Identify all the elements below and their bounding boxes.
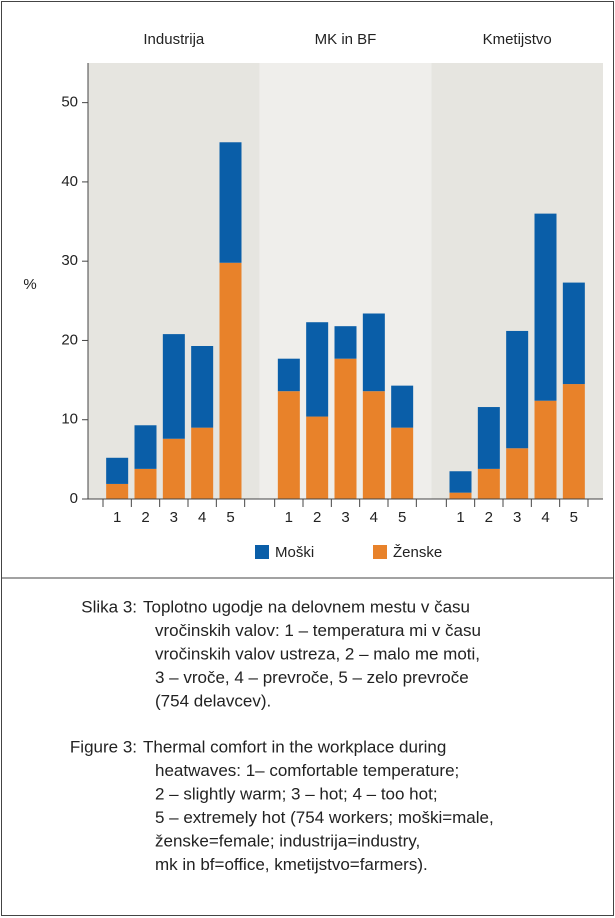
bar-segment [162,334,185,439]
legend-swatch [373,545,387,559]
bar-segment [219,142,242,263]
caption-line: vročinskih valov ustreza, 2 – malo me mo… [155,644,480,663]
x-tick-label: 5 [226,509,234,526]
bar-segment [562,384,585,499]
caption-line: mk in bf=office, kmetijstvo=farmers). [155,855,428,874]
panel-label: MK in BF [315,31,377,48]
bar-segment [362,391,385,499]
x-tick-label: 3 [513,509,521,526]
bar-segment [306,416,329,499]
x-tick-label: 5 [570,509,578,526]
caption-line: Thermal comfort in the workplace during [143,737,446,756]
x-tick-label: 3 [170,509,178,526]
y-tick-label: 50 [61,94,78,111]
bar-segment [277,391,300,499]
bar-segment [106,483,129,499]
bar-segment [477,468,500,499]
x-tick-label: 1 [285,509,293,526]
y-axis-label: % [23,276,36,293]
x-tick-label: 5 [398,509,406,526]
bar-segment [191,427,214,499]
bar-segment [449,471,472,493]
caption-line: (754 delavcev). [155,691,271,710]
bar-segment [334,358,357,499]
caption-label: Figure 3: [70,737,137,756]
y-tick-label: 40 [61,173,78,190]
x-tick-label: 4 [541,509,549,526]
caption-line: 5 – extremely hot (754 workers; moški=ma… [155,808,494,827]
caption-line: vročinskih valov: 1 – temperatura mi v č… [155,621,481,640]
bar-segment [106,457,129,484]
caption-label: Slika 3: [81,597,137,616]
y-tick-label: 10 [61,411,78,428]
bar-segment [506,330,529,449]
panel-label: Kmetijstvo [483,31,552,48]
x-tick-label: 1 [456,509,464,526]
bar-segment [562,282,585,385]
caption-line: ženske=female; industrija=industry, [155,831,420,850]
x-tick-label: 2 [141,509,149,526]
panel-label: Industrija [143,31,205,48]
y-tick-label: 30 [61,252,78,269]
bar-segment [134,468,157,499]
bar-segment [534,213,557,401]
y-tick-label: 0 [70,490,78,507]
bar-segment [477,407,500,469]
caption-line: 3 – vroče, 4 – prevroče, 5 – zelo prevro… [155,668,469,687]
x-tick-label: 2 [485,509,493,526]
x-tick-label: 1 [113,509,121,526]
bar-segment [134,425,157,469]
x-tick-label: 2 [313,509,321,526]
x-tick-label: 3 [341,509,349,526]
bar-segment [277,358,300,392]
caption-line: heatwaves: 1– comfortable temperature; [155,761,459,780]
bar-segment [306,322,329,417]
bar-segment [534,400,557,499]
bar-segment [334,326,357,359]
bar-segment [219,262,242,499]
bar-segment [449,492,472,499]
legend-label: Moški [275,544,314,561]
x-tick-label: 4 [370,509,378,526]
bar-segment [506,448,529,499]
bar-segment [162,438,185,499]
y-tick-label: 20 [61,331,78,348]
legend-label: Ženske [393,544,442,561]
caption-line: Toplotno ugodje na delovnem mestu v času [143,597,470,616]
bar-segment [362,313,385,392]
bar-segment [391,385,414,428]
bar-segment [391,427,414,499]
legend-swatch [255,545,269,559]
caption-line: 2 – slightly warm; 3 – hot; 4 – too hot; [155,784,438,803]
bar-segment [191,346,214,428]
x-tick-label: 4 [198,509,206,526]
